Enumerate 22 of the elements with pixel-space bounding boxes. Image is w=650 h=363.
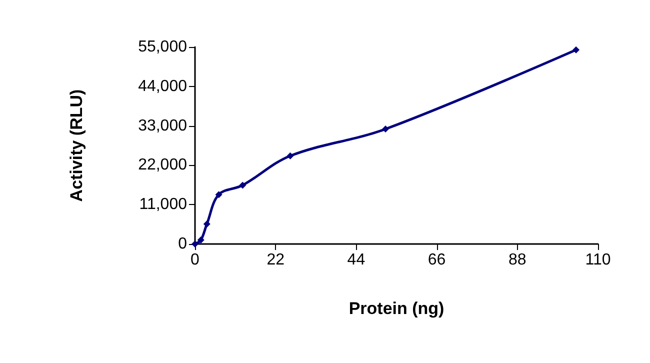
- x-tick-label: 0: [190, 252, 200, 268]
- point: [197, 236, 204, 244]
- point: [215, 191, 222, 198]
- point: [192, 240, 198, 248]
- point: [382, 126, 390, 133]
- point: [572, 46, 580, 54]
- y-tick-label: 44,000: [138, 78, 188, 95]
- x-tick-label: 44: [347, 252, 366, 268]
- x-tick-label: 110: [585, 252, 611, 268]
- point: [286, 152, 294, 160]
- point: [203, 220, 210, 228]
- y-tick-label: 11,000: [139, 196, 188, 214]
- y-tick-label: 33,000: [138, 117, 188, 134]
- x-axis-title: Protein (ng): [348, 299, 444, 318]
- y-tick-label: 0: [178, 236, 188, 252]
- x-tick-label: 22: [266, 252, 285, 268]
- x-tick-label: 88: [508, 252, 526, 268]
- y-tick-label: 22,000: [138, 156, 188, 174]
- y-axis-title: Activity (RLU): [67, 89, 86, 202]
- x-tick-label: 66: [428, 252, 446, 268]
- y-tick-label: 55,000: [138, 38, 188, 56]
- point: [239, 182, 246, 189]
